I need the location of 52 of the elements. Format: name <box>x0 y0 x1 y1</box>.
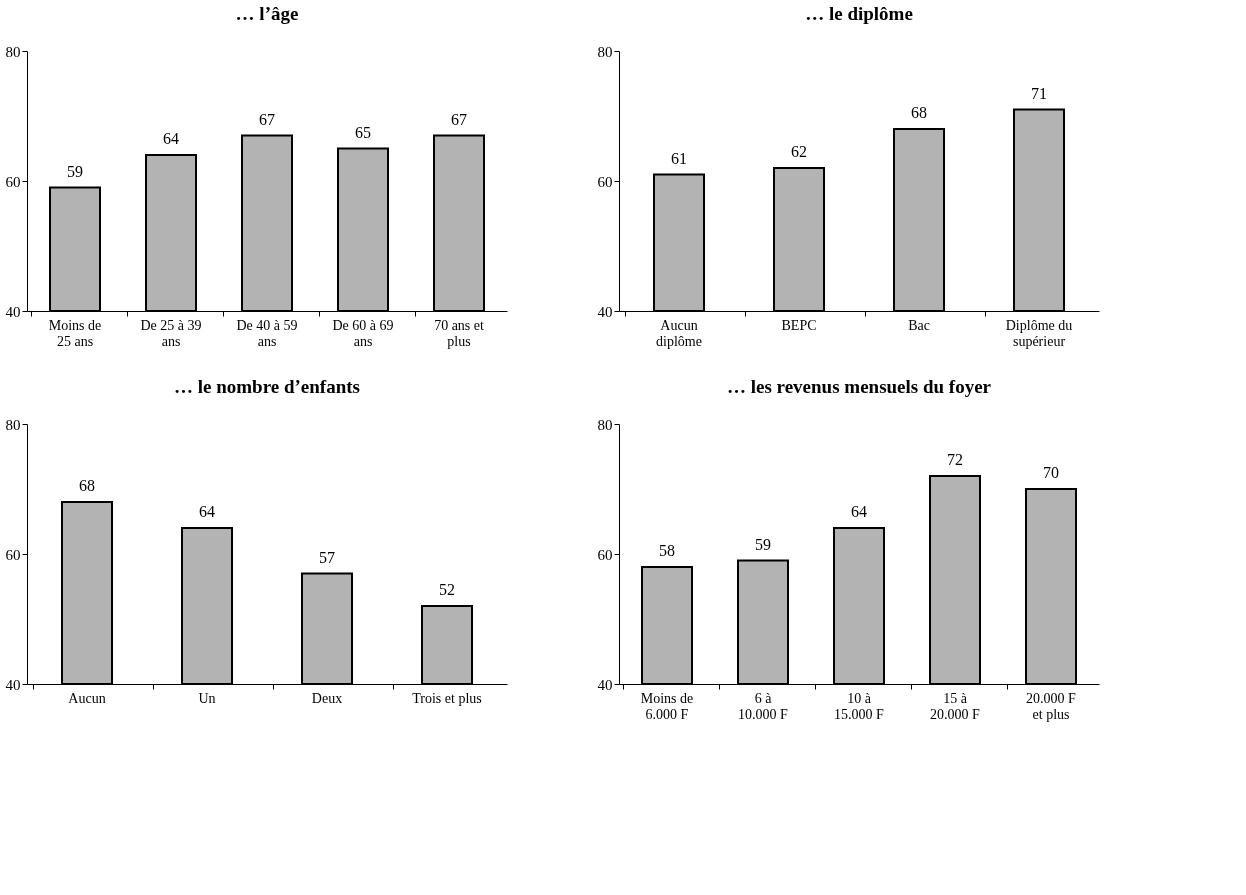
x-tick-label: Un <box>198 690 216 706</box>
y-tick-label: 40 <box>5 676 21 693</box>
data-label: 61 <box>671 149 687 167</box>
y-tick-label: 80 <box>597 43 613 60</box>
y-tick-label: 60 <box>5 546 21 563</box>
chart-title: … le diplôme <box>805 3 913 24</box>
x-tick-label: 20.000 F et plus <box>1026 690 1077 722</box>
chart-title: … les revenus mensuels du foyer <box>726 376 992 397</box>
chart-title: … l’âge <box>235 3 299 24</box>
data-label: 70 <box>1043 464 1059 481</box>
x-tick-label: 70 ans et plus <box>434 317 484 349</box>
x-tick-label: De 40 à 59 ans <box>236 317 298 349</box>
y-tick-label: 60 <box>5 173 21 190</box>
y-tick-label: 60 <box>597 546 613 563</box>
x-tick-label: De 60 à 69 ans <box>332 317 394 349</box>
x-tick-label: Moins de 6.000 F <box>640 690 694 722</box>
x-tick-label: Aucun <box>68 690 106 706</box>
x-tick-label: Moins de 25 ans <box>48 317 102 349</box>
x-tick-label: Trois et plus <box>412 690 482 706</box>
x-tick-label: De 25 à 39 ans <box>140 317 202 349</box>
data-label: 62 <box>791 143 807 160</box>
data-label: 72 <box>947 451 963 468</box>
x-tick-label: 10 à 15.000 F <box>834 690 885 722</box>
y-tick-label: 80 <box>5 43 21 60</box>
y-tick-label: 40 <box>597 676 613 693</box>
data-label: 68 <box>911 104 927 121</box>
x-tick-label: 15 à 20.000 F <box>930 690 981 722</box>
y-tick-label: 40 <box>597 303 613 320</box>
data-label: 65 <box>355 123 371 141</box>
data-label: 64 <box>851 503 867 520</box>
data-label: 64 <box>199 503 215 520</box>
y-tick-label: 40 <box>5 303 21 320</box>
x-tick-label: Bac <box>908 317 930 333</box>
data-label: 58 <box>659 542 675 559</box>
x-tick-label: BEPC <box>781 317 817 333</box>
data-label: 52 <box>439 581 455 598</box>
chart-title: … le nombre d’enfants <box>174 376 360 397</box>
x-tick-label: Deux <box>311 690 343 706</box>
data-label: 64 <box>163 130 179 147</box>
data-label: 68 <box>79 477 95 494</box>
data-label: 57 <box>319 548 335 566</box>
x-tick-label: Diplôme du supérieur <box>1005 317 1073 349</box>
data-label: 59 <box>67 162 83 180</box>
data-label: 59 <box>755 535 771 553</box>
y-tick-label: 80 <box>5 416 21 433</box>
x-tick-label: 6 à 10.000 F <box>738 690 789 722</box>
y-tick-label: 60 <box>597 173 613 190</box>
data-label: 67 <box>259 110 275 128</box>
y-tick-label: 80 <box>597 416 613 433</box>
x-tick-label: Aucun diplôme <box>656 317 702 349</box>
data-label: 67 <box>451 110 467 128</box>
data-label: 71 <box>1031 84 1047 102</box>
